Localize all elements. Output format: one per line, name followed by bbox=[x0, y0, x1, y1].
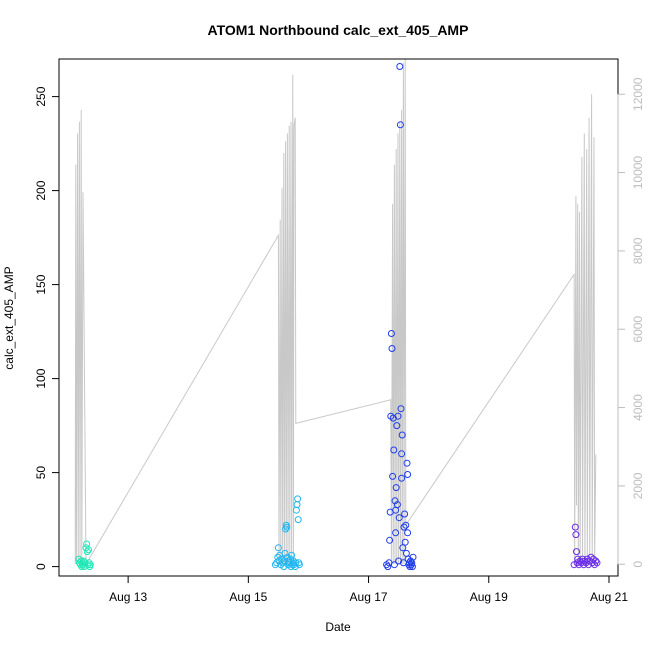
data-point bbox=[79, 561, 87, 569]
data-point bbox=[398, 431, 406, 439]
data-point bbox=[394, 412, 402, 420]
y-axis-right: 0 2000 4000 6000 8000 10000 12000 bbox=[617, 77, 645, 568]
y-axis-left: 0 50 100 150 200 250 bbox=[34, 86, 60, 570]
data-point bbox=[389, 414, 397, 422]
data-point bbox=[294, 495, 302, 503]
data-point bbox=[392, 506, 400, 514]
secondary-series-line bbox=[74, 58, 597, 567]
y-tick-label: 0 bbox=[34, 563, 48, 570]
data-point bbox=[401, 510, 409, 518]
data-point bbox=[571, 523, 579, 531]
data-point bbox=[75, 559, 83, 567]
data-point bbox=[390, 561, 398, 569]
data-point bbox=[395, 514, 403, 522]
data-point bbox=[293, 501, 301, 509]
data-point bbox=[400, 523, 408, 531]
data-point bbox=[85, 546, 92, 554]
data-point bbox=[573, 548, 580, 556]
y2-tick-label: 6000 bbox=[631, 316, 645, 343]
x-tick-label: Aug 15 bbox=[229, 590, 267, 604]
data-point bbox=[572, 531, 580, 539]
y2-tick-label: 0 bbox=[631, 561, 645, 568]
data-point bbox=[398, 450, 406, 458]
x-tick-label: Aug 13 bbox=[109, 590, 147, 604]
data-point bbox=[386, 536, 394, 544]
secondary-line-layer bbox=[74, 58, 597, 567]
plot-frame bbox=[58, 58, 619, 577]
data-point bbox=[396, 63, 404, 70]
data-point bbox=[390, 446, 398, 454]
y2-tick-label: 4000 bbox=[631, 394, 645, 421]
data-point bbox=[401, 538, 409, 546]
data-point bbox=[402, 521, 410, 529]
data-point bbox=[271, 561, 279, 569]
data-point bbox=[291, 563, 299, 571]
x-axis: Aug 13 Aug 15 Aug 17 Aug 19 Aug 21 bbox=[109, 575, 628, 604]
data-point bbox=[404, 529, 412, 537]
data-point bbox=[85, 559, 93, 567]
x-tick-label: Aug 17 bbox=[350, 590, 388, 604]
data-point bbox=[393, 422, 401, 430]
data-point bbox=[593, 559, 601, 567]
data-point bbox=[391, 497, 399, 505]
y2-tick-label: 12000 bbox=[631, 77, 645, 111]
data-point bbox=[396, 121, 404, 129]
y-tick-label: 100 bbox=[34, 368, 48, 388]
data-point bbox=[295, 561, 303, 569]
x-tick-label: Aug 19 bbox=[470, 590, 508, 604]
data-point bbox=[86, 561, 94, 569]
y2-tick-label: 10000 bbox=[631, 156, 645, 190]
data-point bbox=[392, 529, 400, 537]
chart-title: ATOM1 Northbound calc_ext_405_AMP bbox=[208, 22, 469, 38]
data-point bbox=[388, 345, 396, 352]
y-tick-label: 200 bbox=[34, 180, 48, 200]
data-point bbox=[403, 459, 411, 467]
data-point bbox=[274, 553, 282, 561]
data-point bbox=[409, 553, 417, 561]
data-point bbox=[397, 405, 405, 413]
data-point bbox=[83, 548, 91, 556]
y2-tick-label: 8000 bbox=[631, 237, 645, 264]
data-point bbox=[294, 516, 302, 524]
points-layer bbox=[75, 63, 601, 571]
y-tick-label: 150 bbox=[34, 274, 48, 294]
data-point bbox=[384, 563, 392, 571]
y2-tick-label: 2000 bbox=[631, 472, 645, 499]
data-point bbox=[592, 557, 600, 565]
data-point bbox=[292, 506, 300, 514]
data-point bbox=[387, 330, 395, 337]
data-point bbox=[408, 563, 416, 571]
x-tick-label: Aug 21 bbox=[590, 590, 628, 604]
data-point bbox=[292, 559, 300, 567]
y-axis-label: calc_ext_405_AMP bbox=[2, 266, 16, 369]
data-point bbox=[83, 540, 91, 548]
data-point bbox=[84, 561, 92, 569]
data-point bbox=[282, 525, 290, 533]
data-point bbox=[404, 471, 412, 478]
data-point bbox=[283, 523, 291, 531]
x-axis-label: Date bbox=[325, 620, 351, 634]
data-point bbox=[395, 557, 403, 565]
y-tick-label: 50 bbox=[34, 466, 48, 480]
y-tick-label: 250 bbox=[34, 86, 48, 106]
data-point bbox=[389, 472, 397, 480]
data-point bbox=[274, 544, 282, 552]
data-point bbox=[281, 549, 289, 557]
data-point bbox=[399, 544, 407, 552]
data-point bbox=[398, 474, 406, 482]
data-point bbox=[392, 484, 400, 492]
data-point bbox=[290, 561, 298, 569]
